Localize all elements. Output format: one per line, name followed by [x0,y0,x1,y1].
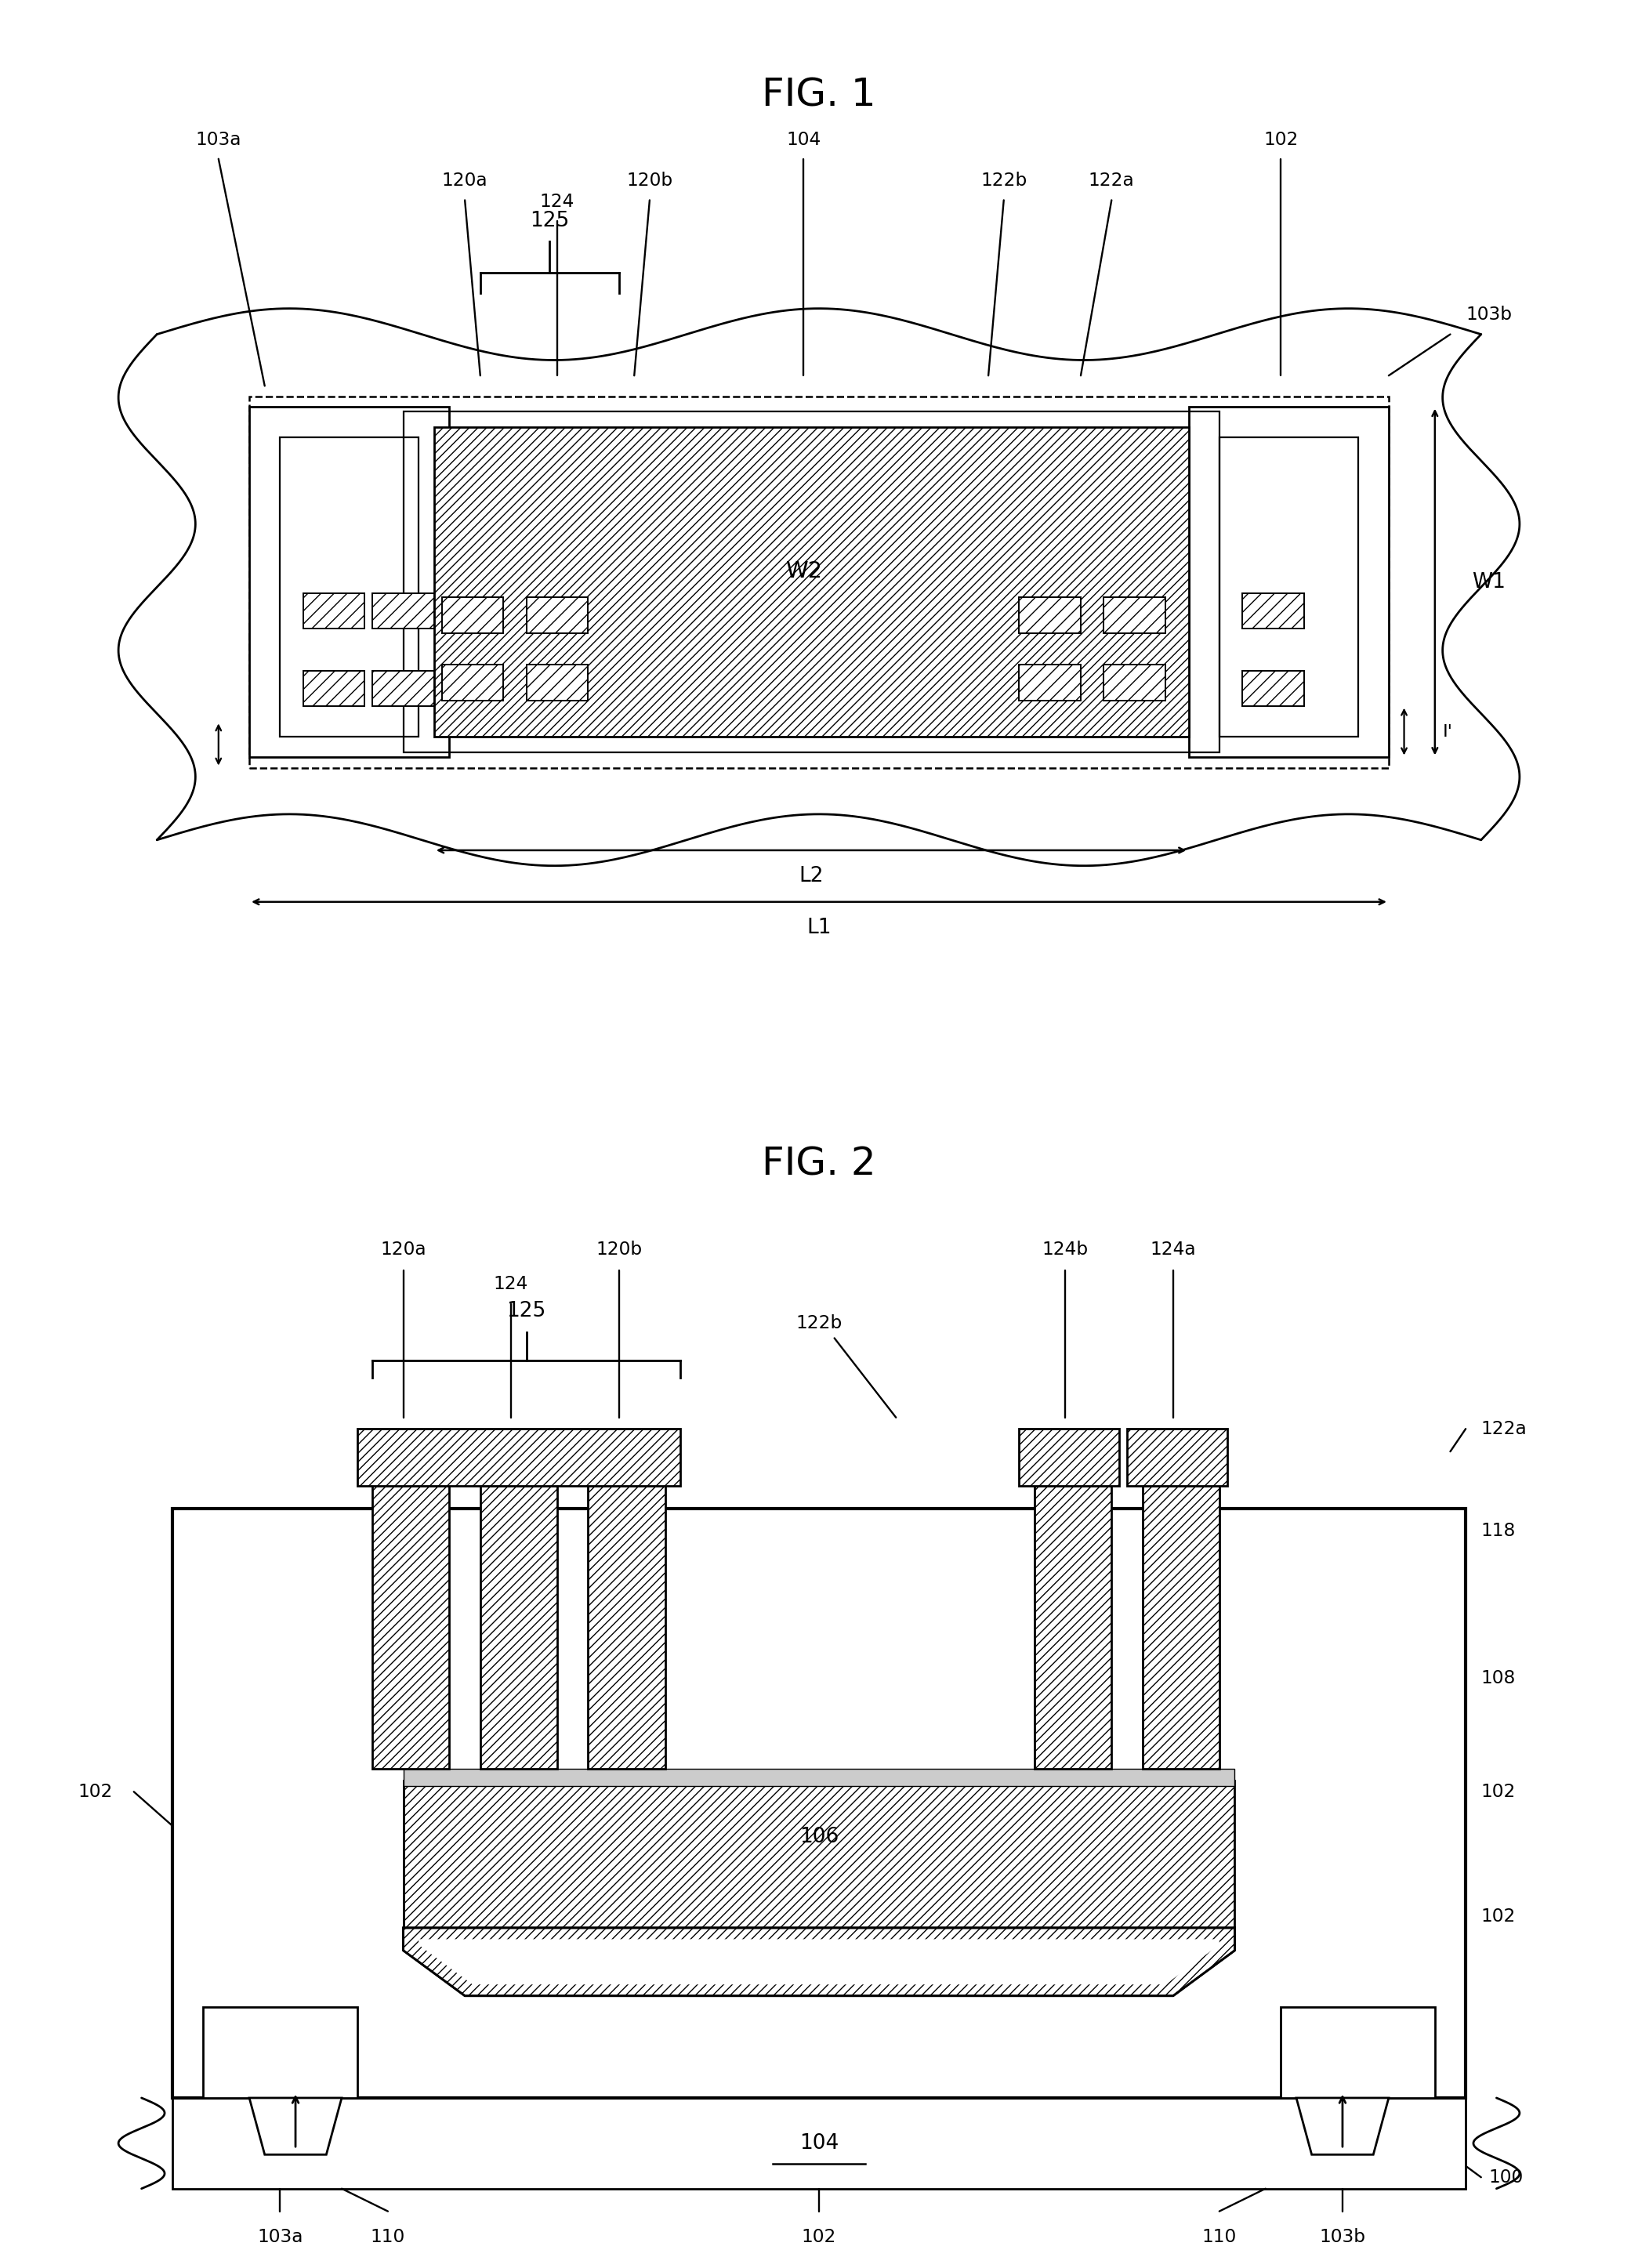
Bar [357,1429,680,1486]
Polygon shape [249,2098,342,2155]
Bar [480,1486,557,1769]
Text: FIG. 1: FIG. 1 [762,77,876,113]
Text: L1: L1 [806,919,832,939]
Bar [1035,1486,1112,1769]
Polygon shape [419,1939,1219,1984]
Text: W2: W2 [785,560,822,583]
Bar [403,1769,1235,1787]
Bar [249,406,449,758]
Bar [280,438,419,737]
Polygon shape [403,1928,1235,1996]
Text: 103b: 103b [1466,306,1512,324]
Bar [372,1486,449,1769]
Text: 100: 100 [1489,2168,1523,2186]
Bar [403,1780,1235,1928]
Bar [442,665,503,701]
Bar [303,594,365,628]
Bar [203,2007,357,2098]
Bar [372,671,434,705]
Text: 122b: 122b [981,172,1027,191]
Text: 102: 102 [1481,1783,1515,1801]
Text: 124b: 124b [1042,1241,1089,1259]
Text: 110: 110 [1202,2227,1237,2245]
Bar [442,596,503,633]
Text: 104: 104 [786,132,821,150]
Text: 124: 124 [493,1275,529,1293]
Bar [1127,1429,1227,1486]
Bar [526,665,588,701]
Text: 102: 102 [79,1783,113,1801]
Text: 102: 102 [1481,1907,1515,1926]
Bar [172,2098,1466,2189]
Text: 103a: 103a [257,2227,303,2245]
Bar [372,594,434,628]
Text: 102: 102 [801,2227,837,2245]
Text: 104: 104 [799,2134,839,2152]
Text: 124a: 124a [1150,1241,1196,1259]
Bar [303,671,365,705]
Text: 122a: 122a [1481,1420,1527,1438]
Bar [1104,596,1166,633]
Text: 125: 125 [529,211,570,231]
Text: 122a: 122a [1089,172,1135,191]
Bar [526,596,588,633]
Bar [1019,1429,1119,1486]
Text: L2: L2 [799,866,824,887]
Bar [1019,665,1081,701]
Bar [1142,1486,1219,1769]
Bar [1219,438,1358,737]
Text: 110: 110 [370,2227,405,2245]
Text: FIG. 2: FIG. 2 [762,1145,876,1184]
Text: 120b: 120b [596,1241,642,1259]
Text: 125: 125 [506,1302,545,1320]
Bar [403,413,1219,753]
Text: 120a: 120a [380,1241,426,1259]
Text: I': I' [1443,723,1453,739]
Bar [1243,671,1304,705]
Text: 106: 106 [799,1828,839,1846]
Text: 103b: 103b [1319,2227,1366,2245]
Text: 108: 108 [1481,1669,1515,1687]
Bar [172,1508,1466,2098]
Bar [1189,406,1389,758]
Polygon shape [1296,2098,1389,2155]
Text: W1: W1 [1473,572,1505,592]
Bar [1104,665,1166,701]
Text: 102: 102 [1263,132,1299,150]
Text: 103a: 103a [195,132,241,150]
Bar [588,1486,665,1769]
Bar [1019,596,1081,633]
Bar [1243,594,1304,628]
Text: 120a: 120a [442,172,488,191]
Text: 122b: 122b [796,1315,842,1331]
Bar [434,426,1189,737]
Text: 118: 118 [1481,1522,1515,1540]
Text: 124: 124 [541,193,575,211]
Text: 120b: 120b [626,172,673,191]
Bar [249,397,1389,767]
Bar [1281,2007,1435,2098]
